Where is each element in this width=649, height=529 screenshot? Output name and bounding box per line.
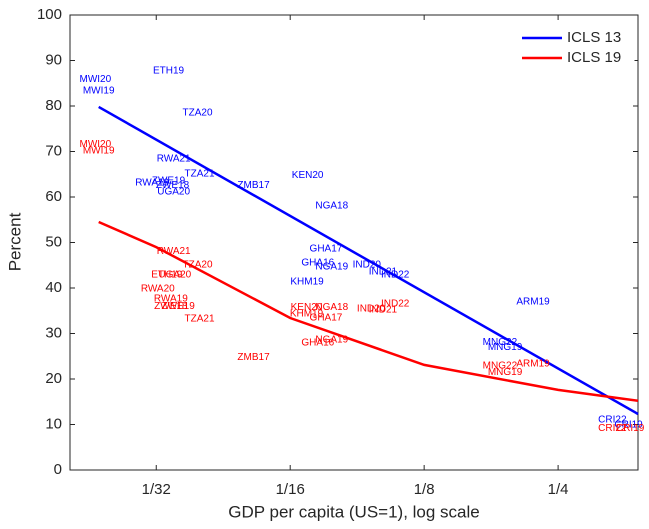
x-tick-label: 1/8 [414, 481, 435, 498]
point-label: GHA16 [301, 258, 334, 269]
point-label: MNG22 [483, 360, 518, 371]
point-label: ZMB17 [237, 352, 270, 363]
y-tick-label: 50 [45, 233, 62, 250]
point-label: ETH19 [153, 66, 185, 77]
point-label: MWI19 [83, 86, 115, 97]
point-label: KHM19 [290, 309, 324, 320]
y-tick-label: 0 [54, 461, 62, 478]
y-tick-label: 80 [45, 97, 62, 114]
y-axis-label: Percent [5, 212, 24, 271]
point-label: RWA21 [157, 153, 191, 164]
x-tick-label: 1/32 [142, 481, 171, 498]
x-tick-label: 1/16 [276, 481, 305, 498]
legend-label: ICLS 13 [567, 29, 621, 46]
fit-line [98, 220, 639, 403]
x-axis-label: GDP per capita (US=1), log scale [228, 502, 480, 521]
point-label: ZWE18 [156, 180, 190, 191]
point-label: CRI22 [598, 423, 627, 434]
point-label: NGA18 [315, 302, 348, 313]
y-tick-label: 20 [45, 370, 62, 387]
point-label: RWA19 [135, 178, 169, 189]
y-tick-label: 10 [45, 415, 62, 432]
y-tick-label: 90 [45, 51, 62, 68]
point-label: RWA21 [157, 246, 191, 257]
point-label: IND21 [369, 267, 398, 278]
point-label: ZWE18 [154, 301, 188, 312]
fit-line [98, 105, 639, 416]
point-label: NGA18 [315, 201, 348, 212]
point-label: IND22 [381, 299, 410, 310]
point-label: CRI19 [616, 423, 645, 434]
point-label: RWA19 [154, 294, 188, 305]
legend-label: ICLS 19 [567, 49, 621, 66]
point-label: MNG19 [488, 367, 523, 378]
point-label: NGA19 [315, 335, 348, 346]
point-label: ZWE19 [161, 301, 195, 312]
point-label: MNG22 [483, 337, 518, 348]
point-label: TZA20 [183, 107, 213, 118]
legend-box [515, 21, 635, 77]
point-label: TZA21 [185, 168, 215, 179]
point-label: ZMB17 [237, 180, 270, 191]
point-label: KEN20 [291, 302, 323, 313]
point-label: ZWE19 [152, 176, 186, 187]
point-label: ARM19 [516, 297, 550, 308]
point-label: CRI22 [598, 415, 627, 426]
point-label: IND20 [357, 304, 386, 315]
point-label: GHA17 [310, 244, 343, 255]
point-label: GHA17 [310, 313, 343, 324]
point-label: IND21 [369, 304, 398, 315]
point-label: NGA19 [315, 262, 348, 273]
y-tick-label: 40 [45, 279, 62, 296]
point-label: KEN20 [292, 170, 324, 181]
y-tick-label: 70 [45, 142, 62, 159]
point-label: RWA20 [141, 284, 175, 295]
point-label: TZA20 [183, 259, 213, 270]
point-label: MWI19 [83, 146, 115, 157]
point-label: UGA20 [158, 269, 191, 280]
y-tick-label: 100 [37, 6, 62, 23]
x-tick-label: 1/4 [548, 481, 569, 498]
point-label: KHM19 [290, 277, 324, 288]
point-label: ARM19 [516, 359, 550, 370]
point-label: MNG19 [488, 342, 523, 353]
point-label: UGA20 [157, 187, 190, 198]
y-tick-label: 60 [45, 188, 62, 205]
point-label: CRI19 [614, 420, 643, 431]
point-label: GHA16 [301, 338, 334, 349]
point-label: TZA21 [185, 314, 215, 325]
point-label: MWI20 [79, 74, 111, 85]
y-tick-label: 30 [45, 324, 62, 341]
point-label: MWI20 [79, 139, 111, 150]
point-label: IND20 [353, 259, 382, 270]
point-label: ETH19 [151, 269, 183, 280]
